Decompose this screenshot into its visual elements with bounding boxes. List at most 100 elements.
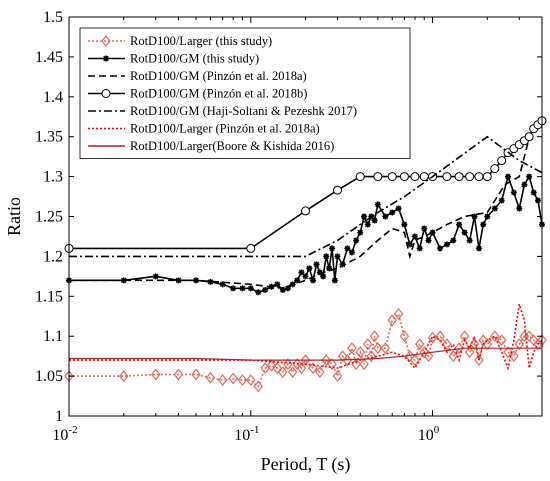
series-4-point (399, 172, 409, 182)
series-1-point (496, 334, 507, 347)
series-2-point (456, 221, 463, 228)
series-1-point (217, 374, 228, 387)
series-1-point (448, 350, 459, 363)
legend-item-6: RotD100/Larger (Pinzón et al. 2018a) (88, 122, 320, 136)
series-2-point (255, 289, 262, 296)
series-1-point (474, 354, 484, 367)
series-2-point (331, 277, 338, 284)
series-2-point (530, 189, 537, 196)
series-2-point (411, 233, 418, 240)
legend-item-3: RotD100/GM (Pinzón et al. 2018a) (88, 69, 307, 83)
series-2-point (389, 209, 396, 216)
y-tick-label: 1.35 (35, 129, 63, 146)
series-4-point (454, 172, 464, 182)
series-1-point (355, 346, 365, 359)
series-3-line (69, 127, 542, 290)
series-1-point (399, 330, 410, 343)
series-1-point (373, 342, 383, 355)
legend-swatch-marker (101, 35, 111, 47)
series-2-point (510, 189, 517, 196)
series-2-point (382, 213, 389, 220)
series-2-point (339, 261, 346, 268)
series-2-point (475, 245, 482, 252)
series-2-point (526, 173, 533, 180)
chart-marks (64, 116, 547, 393)
series-4-point (524, 132, 534, 142)
series-2-point (279, 286, 286, 293)
series-1-point (419, 346, 430, 359)
series-5 (69, 135, 543, 258)
series-2-point (207, 278, 214, 285)
series-1-point (308, 362, 318, 375)
series-2-point (334, 253, 341, 260)
series-2-point (313, 261, 320, 268)
x-tick-label: 10-1 (234, 424, 259, 444)
series-1-point (503, 346, 513, 359)
series-2-point (262, 286, 269, 293)
axis-ticks: 1 1.05 1.1 1.15 1.2 1.25 1.3 1.35 1.4 1.45 1.5 10-2… (35, 9, 543, 444)
series-1-point (514, 338, 525, 351)
series-4-point (373, 172, 383, 182)
series-2-point (298, 269, 305, 276)
series-2-point (498, 197, 505, 204)
series-1-point (332, 370, 343, 383)
series-7 (69, 347, 542, 361)
series-2-point (504, 173, 511, 180)
series-2-point (302, 273, 309, 280)
series-2-point (239, 285, 246, 292)
series-2-point (401, 221, 408, 228)
series-2-point (344, 245, 351, 252)
series-2-point (175, 277, 182, 284)
series-1-point (150, 368, 161, 381)
series-1-point (205, 371, 216, 384)
series-1-point (253, 380, 264, 393)
series-1-point (478, 334, 488, 347)
series-1-point (393, 307, 404, 320)
series-1-point (359, 358, 369, 371)
legend-swatch-marker (103, 55, 109, 62)
series-4-point (442, 172, 452, 182)
series-2-point (406, 241, 413, 248)
series-3 (69, 127, 542, 290)
series-1-point (296, 362, 307, 375)
series-1-point (423, 350, 434, 363)
series-2 (66, 173, 545, 296)
series-2-point (364, 221, 371, 228)
y-tick-label: 1.1 (43, 328, 63, 345)
series-2-point (466, 237, 473, 244)
series-2-point (443, 241, 450, 248)
series-1-point (482, 338, 493, 351)
series-4-point (419, 172, 429, 182)
series-2-point (326, 265, 333, 272)
series-2-point (368, 213, 375, 220)
series-1-point (228, 372, 238, 385)
series-2-point (320, 273, 327, 280)
legend: RotD100/Larger (this study) RotD100/GM (t… (79, 27, 411, 159)
y-tick-label: 1.15 (35, 288, 63, 305)
series-2-point (306, 265, 313, 272)
series-2-point (284, 285, 291, 292)
series-1-point (509, 350, 519, 363)
series-1-point (173, 368, 184, 381)
series-2-point (484, 213, 491, 220)
y-tick-label: 1 (55, 408, 63, 425)
series-2-point (371, 217, 378, 224)
series-2-point (471, 213, 478, 220)
series-1-point (292, 358, 302, 371)
series-1-point (287, 366, 298, 379)
series-1-point (342, 354, 353, 367)
series-2-point (219, 281, 226, 288)
series-2-point (437, 245, 444, 252)
y-tick-label: 1.3 (43, 169, 63, 186)
legend-item-2: RotD100/GM (this study) (88, 52, 259, 66)
series-4-point (410, 172, 420, 182)
series-1-point (387, 314, 397, 327)
series-2-point (329, 245, 336, 252)
series-2-point (274, 281, 281, 288)
series-2-point (316, 269, 323, 276)
series-2-point (425, 237, 432, 244)
series-1-point (410, 354, 420, 367)
series-1-point (528, 334, 539, 347)
series-1 (64, 307, 547, 393)
legend-label: RotD100/GM (Haji-Soltani & Pezeshk 2017) (130, 104, 357, 118)
